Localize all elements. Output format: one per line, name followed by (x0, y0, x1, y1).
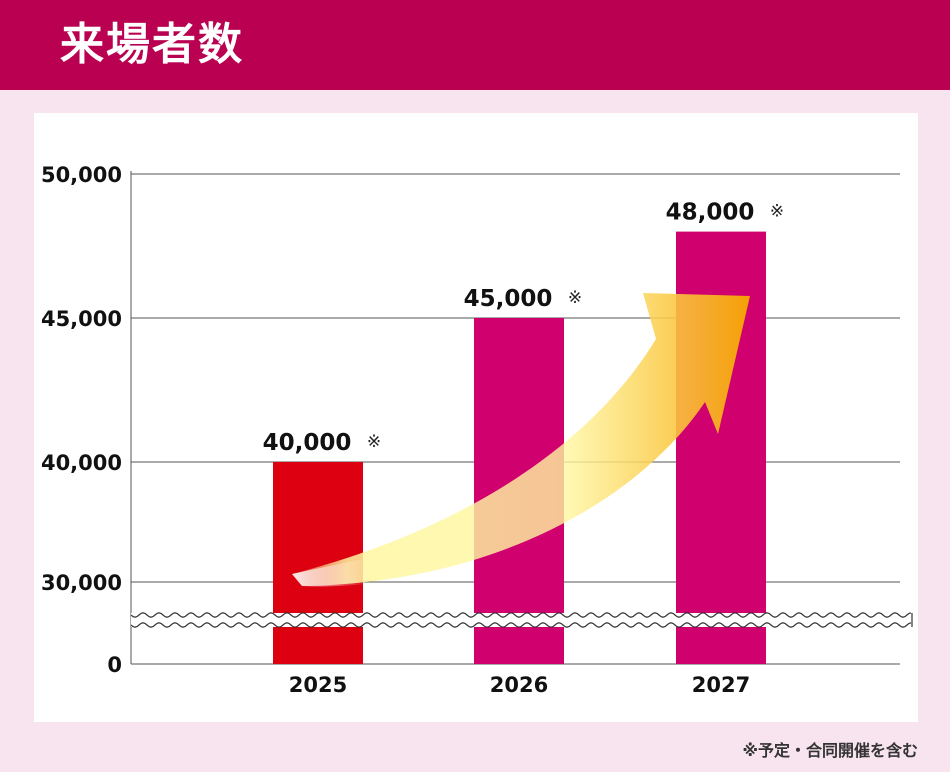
y-tick-label: 45,000 (41, 307, 122, 331)
page-title: 来場者数 (60, 19, 244, 70)
x-tick-label: 2025 (289, 673, 347, 697)
bar-chart: 0 30,000 40,000 45,000 50,000 2025 40,000 ※ 2026… (41, 163, 913, 697)
trend-arrow (292, 293, 750, 586)
data-label: 48,000 (666, 200, 755, 226)
x-tick-label: 2027 (692, 673, 750, 697)
data-label: 45,000 (464, 286, 553, 312)
footnote: ※予定・合同開催を含む (742, 741, 918, 760)
y-tick-label: 0 (107, 653, 122, 677)
chart-panel: 0 30,000 40,000 45,000 50,000 2025 40,000 ※ 2026… (34, 113, 918, 722)
asterisk-mark: ※ (770, 202, 784, 222)
axis-break-line-top (130, 612, 912, 618)
axis-break-line-bottom (130, 622, 912, 628)
asterisk-mark: ※ (367, 432, 381, 452)
y-tick-label: 40,000 (41, 451, 122, 475)
y-tick-label: 50,000 (41, 163, 122, 187)
data-label: 40,000 (263, 430, 352, 456)
asterisk-mark: ※ (568, 288, 582, 308)
x-tick-label: 2026 (490, 673, 548, 697)
y-tick-label: 30,000 (41, 571, 122, 595)
header-bar: 来場者数 (0, 0, 950, 90)
trend-arrow-tail (292, 559, 369, 587)
